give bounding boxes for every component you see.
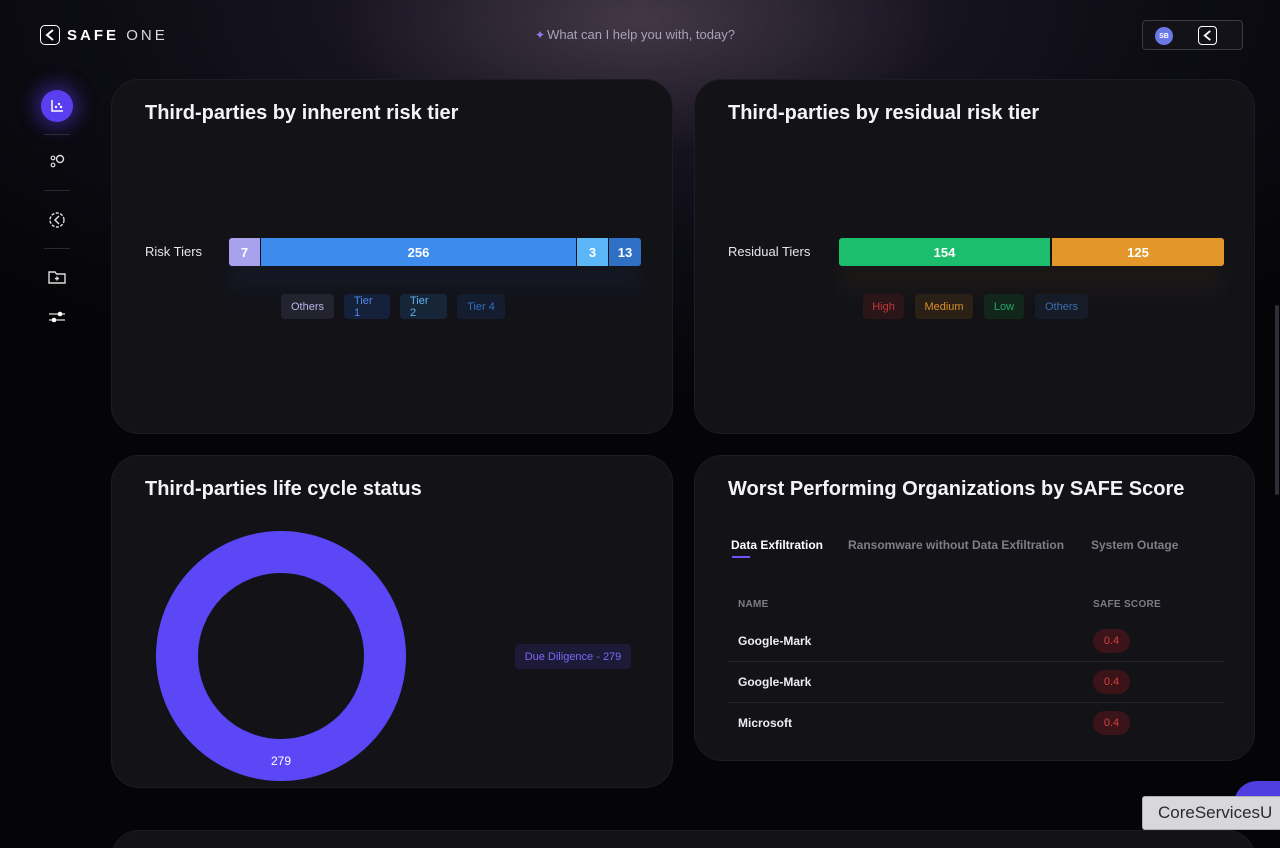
dashboard-chart-icon <box>51 100 63 112</box>
logo-text-light: ONE <box>126 26 168 44</box>
bar-segment-tier-2[interactable]: 3 <box>577 238 608 266</box>
sidebar-item-dashboard[interactable] <box>41 90 73 122</box>
avatar[interactable]: SB <box>1155 27 1173 45</box>
row-label: Residual Tiers <box>728 244 811 259</box>
safe-score-badge: 0.4 <box>1093 711 1130 735</box>
gear-badge-icon <box>49 212 65 228</box>
sliders-icon <box>49 311 65 323</box>
sidebar-item-add-folder[interactable] <box>41 261 73 293</box>
donut-segment-due-diligence[interactable] <box>156 531 406 781</box>
sidebar <box>0 70 112 848</box>
card-title: Third-parties by inherent risk tier <box>145 102 459 124</box>
card-title: Worst Performing Organizations by SAFE S… <box>728 478 1185 500</box>
safe-score-badge: 0.4 <box>1093 670 1130 694</box>
legend-item-tier-1[interactable]: Tier 1 <box>344 294 390 319</box>
prompt-placeholder: What can I help you with, today? <box>547 27 735 42</box>
next-card-partial <box>111 830 1255 848</box>
legend-item-high[interactable]: High <box>863 294 904 319</box>
lifecycle-donut-chart[interactable]: 279 <box>155 530 407 782</box>
ai-prompt-input[interactable]: ✦ What can I help you with, today? <box>535 27 735 42</box>
folder-add-icon <box>48 271 66 284</box>
tab-system-outage[interactable]: System Outage <box>1091 538 1179 552</box>
tab-data-exfiltration[interactable]: Data Exfiltration <box>731 538 824 552</box>
donut-value-label: 279 <box>271 754 291 768</box>
legend-item-due-diligence[interactable]: Due Diligence - 279 <box>515 644 631 669</box>
top-bar: SAFE ONE ✦ What can I help you with, tod… <box>0 0 1280 70</box>
org-name[interactable]: Google-Mark <box>738 634 812 648</box>
active-tab-indicator <box>732 556 750 558</box>
row-divider <box>728 702 1224 703</box>
column-header-safe-score[interactable]: SAFE SCORE <box>1093 599 1162 610</box>
logo-text-bold: SAFE <box>67 26 120 44</box>
inherent-risk-card: Third-parties by inherent risk tier Risk… <box>111 79 673 434</box>
row-label: Risk Tiers <box>145 244 203 259</box>
legend-item-low[interactable]: Low <box>984 294 1024 319</box>
page-scrollbar[interactable] <box>1275 305 1279 495</box>
column-header-name[interactable]: NAME <box>738 599 769 610</box>
legend-item-others[interactable]: Others <box>1035 294 1088 319</box>
sidebar-item-settings[interactable] <box>41 204 73 236</box>
safe-score-badge: 0.4 <box>1093 629 1130 653</box>
residual-risk-card: Third-parties by residual risk tier Resi… <box>694 79 1255 434</box>
legend-item-tier-2[interactable]: Tier 2 <box>400 294 447 319</box>
org-logo-icon[interactable] <box>1198 26 1217 45</box>
bar-segment-low[interactable]: 154 <box>839 238 1050 266</box>
bar-segment-tier-1[interactable]: 256 <box>261 238 576 266</box>
lifecycle-card: Third-parties life cycle status 279 Due … <box>111 455 673 788</box>
logo-text: SAFE ONE <box>67 27 168 44</box>
legend-item-tier-4[interactable]: Tier 4 <box>457 294 505 319</box>
sidebar-item-network[interactable] <box>41 146 73 178</box>
bar-segment-tier-4[interactable]: 13 <box>609 238 641 266</box>
card-title: Third-parties life cycle status <box>145 478 422 500</box>
user-menu[interactable]: SB <box>1142 20 1243 50</box>
safe-one-logo[interactable]: SAFE ONE <box>40 25 168 45</box>
sidebar-divider <box>44 190 70 191</box>
sidebar-item-filters[interactable] <box>41 301 73 333</box>
legend-item-others[interactable]: Others <box>281 294 334 319</box>
org-name[interactable]: Microsoft <box>738 716 792 730</box>
org-name[interactable]: Google-Mark <box>738 675 812 689</box>
bar-segment-medium[interactable]: 125 <box>1052 238 1224 266</box>
bar-segment-others[interactable]: 7 <box>229 238 260 266</box>
legend-item-medium[interactable]: Medium <box>915 294 973 319</box>
tooltip: CoreServicesU <box>1142 796 1280 830</box>
tab-ransomware[interactable]: Ransomware without Data Exfiltration <box>848 538 1065 552</box>
row-divider <box>728 661 1224 662</box>
safe-logo-icon <box>40 25 60 45</box>
card-title: Third-parties by residual risk tier <box>728 102 1040 124</box>
sparkle-icon: ✦ <box>535 27 546 42</box>
sidebar-divider <box>44 134 70 135</box>
sidebar-divider <box>44 248 70 249</box>
nodes-icon <box>50 154 65 168</box>
worst-performing-card: Worst Performing Organizations by SAFE S… <box>694 455 1255 761</box>
